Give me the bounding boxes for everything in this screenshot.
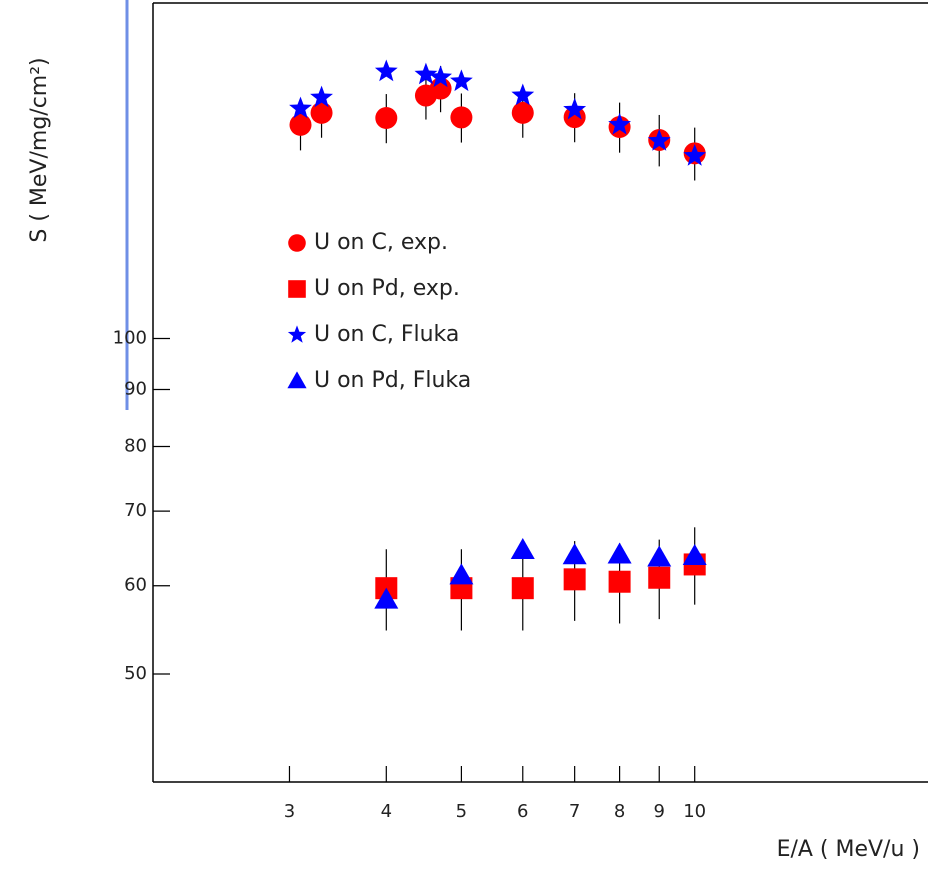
point: [449, 563, 474, 585]
point: [608, 112, 631, 135]
y-tick-label: 70: [124, 500, 147, 521]
point: [682, 544, 707, 566]
legend-label: U on Pd, exp.: [314, 276, 460, 301]
point: [608, 570, 631, 593]
y-tick-label: 50: [124, 663, 147, 684]
point: [450, 69, 473, 92]
point: [414, 62, 438, 85]
point: [563, 106, 586, 129]
point: [310, 101, 333, 124]
legend-label: U on Pd, Fluka: [314, 368, 471, 393]
point: [510, 537, 535, 559]
x-tick-label: 7: [569, 801, 580, 822]
y-tick-label: 90: [124, 378, 147, 399]
legend-label: U on C, exp.: [314, 230, 448, 255]
point: [450, 106, 473, 129]
point: [683, 144, 707, 166]
point: [647, 129, 671, 151]
point: [310, 85, 333, 108]
y-tick-label: 60: [124, 575, 147, 596]
point: [289, 113, 312, 136]
point: [289, 96, 312, 119]
point: [511, 577, 534, 600]
point: [648, 566, 671, 589]
y-tick-label: 100: [113, 327, 147, 348]
x-tick-label: 10: [683, 801, 706, 822]
x-axis-title: E/A ( MeV/u ): [777, 837, 920, 862]
point: [607, 542, 632, 564]
x-tick-label: 8: [614, 801, 625, 822]
point: [563, 568, 586, 591]
point: [511, 101, 534, 124]
x-tick-label: 5: [456, 801, 467, 822]
legend-marker: [288, 280, 306, 298]
x-tick-label: 4: [381, 801, 392, 822]
legend-label: U on C, Fluka: [314, 322, 459, 347]
y-tick-label: 80: [124, 436, 147, 457]
point: [429, 65, 452, 88]
point: [375, 107, 398, 130]
x-tick-label: 9: [654, 801, 665, 822]
legend-marker: [287, 325, 307, 343]
point: [562, 543, 587, 565]
point: [647, 545, 672, 567]
legend-marker: [287, 371, 307, 389]
point: [374, 587, 399, 609]
x-tick-label: 6: [517, 801, 528, 822]
point: [374, 59, 398, 82]
point: [511, 83, 535, 106]
y-axis-title: S ( MeV/mg/cm²): [27, 57, 52, 242]
legend-marker: [288, 234, 306, 252]
point: [563, 97, 587, 120]
x-tick-label: 3: [284, 801, 295, 822]
